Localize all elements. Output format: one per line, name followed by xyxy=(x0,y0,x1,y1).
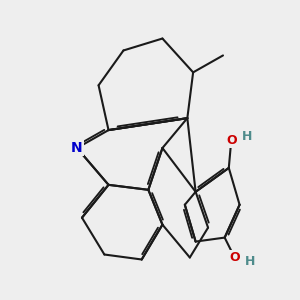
Text: O: O xyxy=(229,251,240,264)
Text: H: H xyxy=(245,255,256,268)
Text: O: O xyxy=(226,134,237,146)
Text: H: H xyxy=(242,130,252,143)
Text: N: N xyxy=(71,141,83,155)
